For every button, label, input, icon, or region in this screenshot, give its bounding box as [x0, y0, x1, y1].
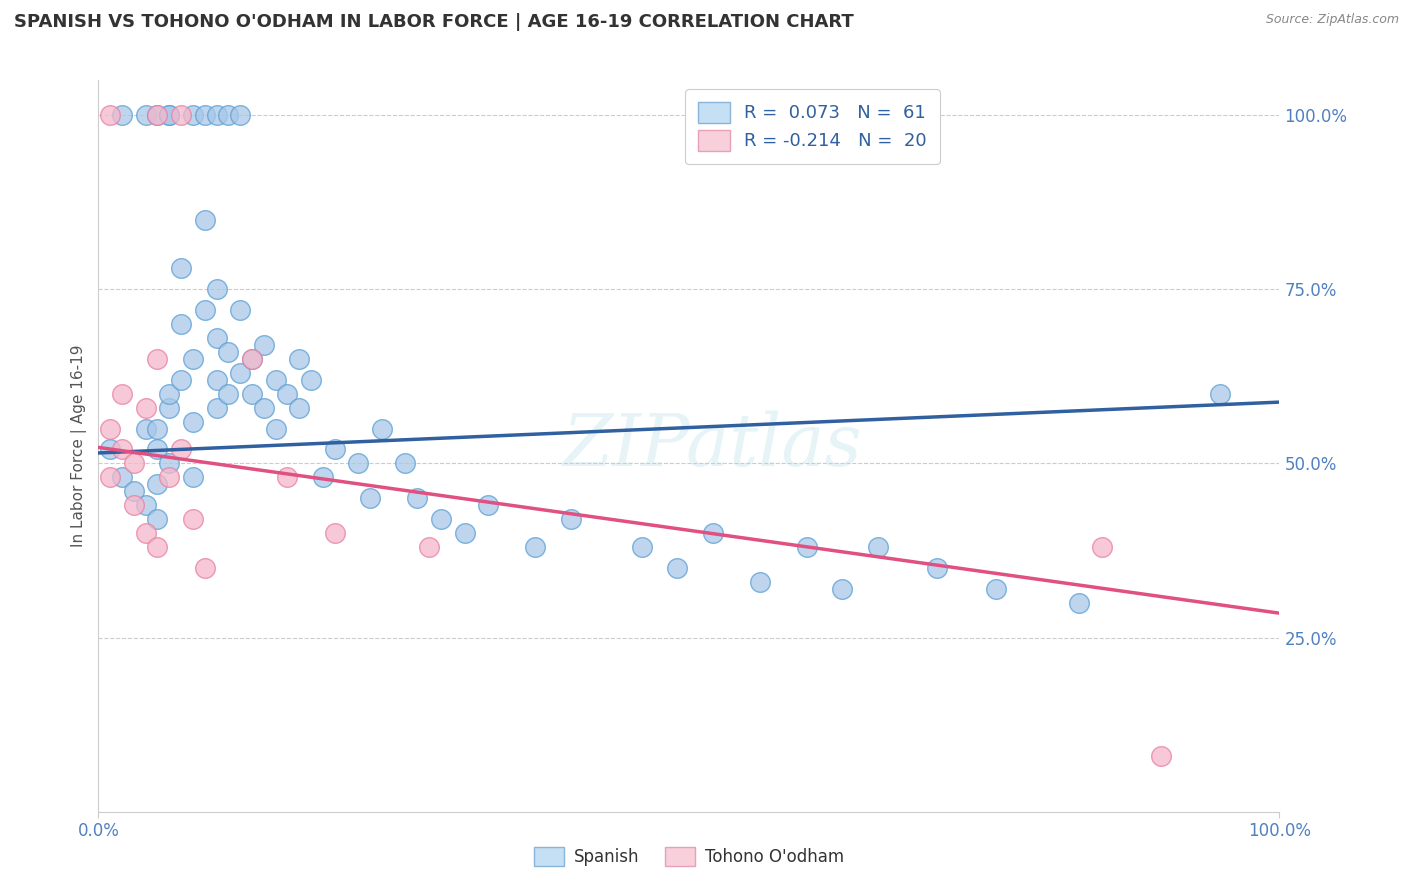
Point	[702, 526, 724, 541]
Point	[229, 366, 252, 380]
Point	[157, 401, 180, 415]
Point	[1091, 540, 1114, 554]
Point	[98, 470, 121, 484]
Point	[1209, 386, 1232, 401]
Point	[111, 442, 134, 457]
Legend: Spanish, Tohono O'odham: Spanish, Tohono O'odham	[527, 840, 851, 873]
Point	[98, 442, 121, 457]
Point	[560, 512, 582, 526]
Point	[146, 477, 169, 491]
Point	[240, 351, 263, 366]
Point	[146, 442, 169, 457]
Point	[288, 351, 311, 366]
Point	[1150, 749, 1173, 764]
Point	[748, 574, 770, 589]
Point	[276, 386, 298, 401]
Point	[323, 526, 346, 541]
Point	[666, 561, 689, 575]
Point	[122, 457, 145, 471]
Point	[866, 540, 889, 554]
Point	[146, 108, 169, 122]
Point	[135, 498, 157, 512]
Point	[111, 386, 134, 401]
Point	[194, 561, 217, 575]
Point	[217, 345, 239, 359]
Point	[205, 282, 228, 296]
Point	[347, 457, 370, 471]
Point	[288, 401, 311, 415]
Point	[135, 526, 157, 541]
Point	[264, 421, 287, 435]
Point	[181, 470, 204, 484]
Point	[240, 351, 263, 366]
Point	[170, 261, 193, 276]
Point	[157, 108, 180, 122]
Point	[1067, 596, 1090, 610]
Point	[406, 491, 429, 506]
Point	[276, 470, 298, 484]
Text: ZIPatlas: ZIPatlas	[562, 410, 862, 482]
Point	[98, 421, 121, 435]
Point	[477, 498, 499, 512]
Point	[98, 108, 121, 122]
Text: Source: ZipAtlas.com: Source: ZipAtlas.com	[1265, 13, 1399, 27]
Point	[253, 338, 276, 352]
Point	[111, 108, 134, 122]
Point	[170, 317, 193, 331]
Point	[122, 498, 145, 512]
Point	[146, 540, 169, 554]
Point	[122, 484, 145, 499]
Point	[135, 421, 157, 435]
Point	[194, 303, 217, 318]
Point	[146, 108, 169, 122]
Point	[181, 415, 204, 429]
Point	[181, 512, 204, 526]
Point	[146, 512, 169, 526]
Point	[323, 442, 346, 457]
Point	[170, 442, 193, 457]
Point	[217, 386, 239, 401]
Point	[146, 421, 169, 435]
Point	[205, 373, 228, 387]
Point	[146, 351, 169, 366]
Point	[418, 540, 440, 554]
Point	[181, 108, 204, 122]
Point	[205, 108, 228, 122]
Point	[194, 212, 217, 227]
Point	[229, 108, 252, 122]
Point	[157, 108, 180, 122]
Y-axis label: In Labor Force | Age 16-19: In Labor Force | Age 16-19	[72, 344, 87, 548]
Point	[394, 457, 416, 471]
Point	[453, 526, 475, 541]
Point	[170, 373, 193, 387]
Point	[630, 540, 652, 554]
Text: SPANISH VS TOHONO O'ODHAM IN LABOR FORCE | AGE 16-19 CORRELATION CHART: SPANISH VS TOHONO O'ODHAM IN LABOR FORCE…	[14, 13, 853, 31]
Point	[135, 108, 157, 122]
Point	[796, 540, 818, 554]
Point	[229, 303, 252, 318]
Point	[205, 331, 228, 345]
Point	[181, 351, 204, 366]
Point	[264, 373, 287, 387]
Point	[157, 386, 180, 401]
Point	[359, 491, 381, 506]
Point	[157, 470, 180, 484]
Point	[157, 457, 180, 471]
Point	[194, 108, 217, 122]
Point	[135, 401, 157, 415]
Point	[371, 421, 394, 435]
Point	[170, 108, 193, 122]
Point	[925, 561, 948, 575]
Point	[111, 470, 134, 484]
Point	[312, 470, 335, 484]
Point	[984, 582, 1007, 596]
Point	[205, 401, 228, 415]
Point	[299, 373, 322, 387]
Point	[524, 540, 547, 554]
Point	[217, 108, 239, 122]
Point	[831, 582, 853, 596]
Point	[240, 386, 263, 401]
Point	[253, 401, 276, 415]
Point	[430, 512, 453, 526]
